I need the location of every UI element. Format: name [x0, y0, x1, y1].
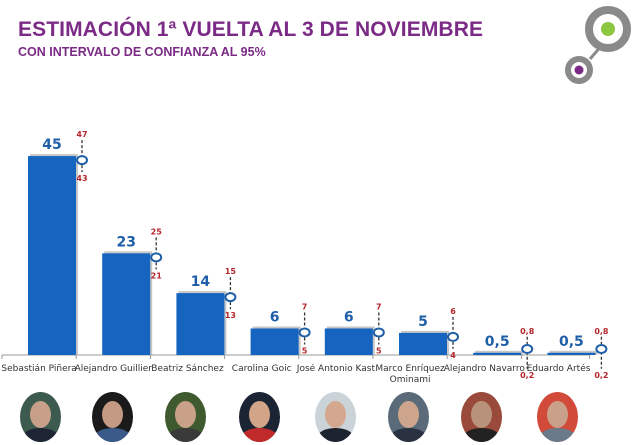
category-label: Beatriz Sánchez: [151, 364, 224, 374]
value-label: 45: [42, 137, 61, 153]
ci-lower-label: 43: [76, 174, 87, 183]
ci-upper-label: 25: [151, 227, 163, 236]
bar: [324, 328, 373, 355]
category-label: Eduardo Artés: [527, 363, 591, 374]
confidence-interval-marker: [76, 155, 88, 166]
candidate-photo-face: [30, 401, 51, 428]
bar: [28, 156, 76, 355]
candidate-photo: [315, 392, 356, 442]
candidate-photo-body: [22, 428, 59, 442]
bar: [473, 352, 522, 355]
ci-upper-label: 0,8: [520, 327, 535, 336]
logo-small-dot: [574, 65, 584, 75]
candidate-photo-face: [102, 401, 123, 428]
ci-upper-label: 7: [302, 302, 308, 311]
confidence-interval-marker: [372, 327, 385, 338]
ci-upper-label: 0,8: [594, 327, 609, 336]
value-label: 5: [418, 314, 428, 330]
bar: [547, 352, 596, 355]
candidate-photo-face: [398, 401, 419, 428]
value-label: 6: [270, 309, 280, 325]
ci-lower-label: 5: [376, 346, 382, 355]
category-label: Alejandro Guillier: [75, 364, 153, 374]
value-label: 6: [344, 309, 354, 325]
ci-lower-label: 0,2: [594, 371, 608, 380]
confidence-interval-marker: [595, 344, 608, 354]
ci-lower-label: 21: [151, 271, 163, 280]
candidate-photo-body: [167, 428, 204, 442]
value-label: 0,5: [559, 334, 584, 350]
candidate-photo-body: [94, 428, 131, 442]
value-label: 0,5: [485, 334, 510, 350]
candidate-photo: [165, 392, 206, 442]
candidate-photo-face: [175, 401, 196, 428]
logo-large-dot: [601, 22, 615, 36]
category-label: José Antonio Kast: [296, 363, 376, 374]
ci-lower-label: 5: [302, 346, 308, 355]
candidate-photo-body: [539, 428, 576, 442]
ci-lower-label: 13: [225, 311, 236, 320]
candidate-photo-body: [241, 428, 278, 442]
category-label: Ominami: [390, 375, 431, 385]
category-label: Alejandro Navarro: [444, 364, 526, 374]
ci-lower-label: 0,2: [520, 371, 534, 380]
confidence-interval-marker: [521, 344, 534, 354]
candidate-photo-body: [390, 428, 427, 442]
logo-large-ring: [585, 6, 631, 52]
bar: [399, 332, 447, 355]
candidate-photo-face: [249, 401, 270, 428]
logo-small-ring: [565, 56, 593, 84]
bar: [102, 253, 151, 355]
confidence-interval-marker: [150, 252, 163, 263]
candidate-photo-body: [317, 428, 354, 442]
candidate-photo-face: [547, 401, 568, 428]
candidate-photo: [92, 392, 133, 442]
connected-circles-logo-icon: [565, 6, 631, 84]
bar: [176, 293, 225, 355]
ci-upper-label: 15: [225, 267, 237, 276]
candidate-photo: [537, 392, 578, 442]
confidence-interval-marker: [298, 327, 311, 338]
candidate-photos: [0, 390, 635, 442]
confidence-interval-marker: [447, 331, 459, 342]
candidate-photo: [388, 392, 429, 442]
category-label: Marco Enríquez: [375, 364, 445, 374]
ci-upper-label: 47: [76, 130, 87, 139]
candidate-photo-face: [325, 401, 346, 428]
candidate-photo-body: [463, 428, 500, 442]
chart-subtitle: CON INTERVALO DE CONFIANZA AL 95%: [18, 45, 266, 59]
candidate-photo-face: [471, 401, 492, 428]
value-label: 14: [191, 274, 211, 290]
value-label: 23: [116, 234, 135, 250]
category-label: Carolina Goic: [232, 364, 292, 374]
candidate-photo: [239, 392, 280, 442]
ci-upper-label: 7: [376, 302, 382, 311]
ci-lower-label: 4: [450, 351, 456, 360]
bar: [250, 328, 299, 355]
chart-title: ESTIMACIÓN 1ª VUELTA AL 3 DE NOVIEMBRE: [18, 18, 484, 41]
candidate-photo: [20, 392, 61, 442]
category-label: Sebastián Piñera: [1, 364, 76, 374]
confidence-interval-marker: [224, 292, 237, 303]
ci-upper-label: 6: [450, 307, 456, 316]
candidate-photo: [461, 392, 502, 442]
